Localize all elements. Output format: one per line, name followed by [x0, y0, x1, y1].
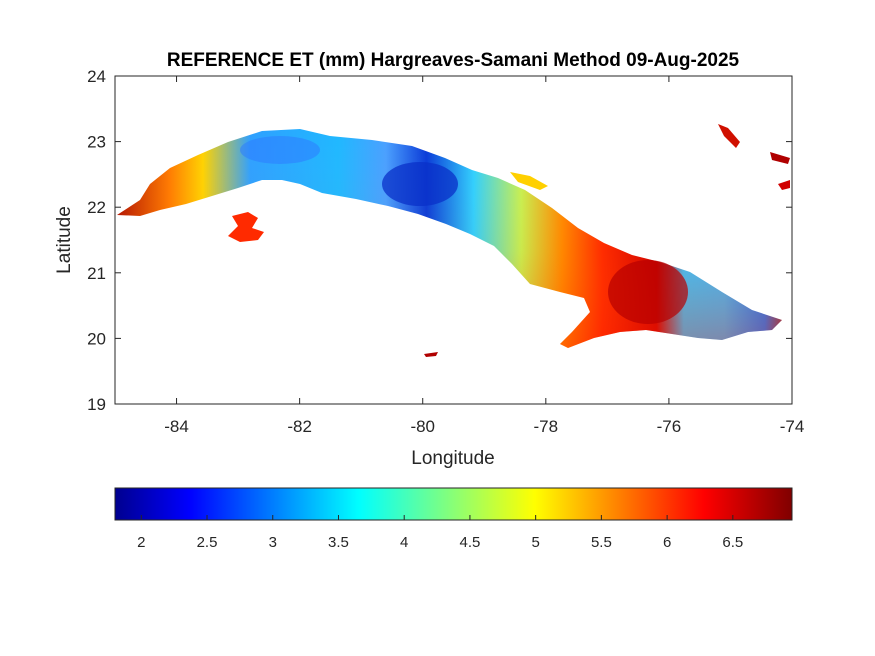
y-tick-label: 23 — [87, 133, 106, 152]
colorbar-tick-label: 6.5 — [722, 534, 743, 551]
south-islet — [424, 352, 438, 357]
colorbar-tick-label: 3 — [269, 534, 277, 551]
north-cays — [510, 172, 548, 190]
colorbar-tick-label: 3.5 — [328, 534, 349, 551]
y-axis-label: Latitude — [54, 206, 75, 274]
colorbar-tick-label: 2.5 — [197, 534, 218, 551]
colorbar-tick-label: 4 — [400, 534, 408, 551]
y-tick-label: 19 — [87, 395, 106, 414]
y-tick-label: 24 — [87, 67, 106, 86]
x-tick-label: -76 — [657, 417, 682, 436]
chart-title: REFERENCE ET (mm) Hargreaves-Samani Meth… — [167, 50, 740, 71]
colorbar-ticks: 2 2.5 3 3.5 4 4.5 5 5.5 6 6.5 — [137, 515, 743, 551]
colorbar-tick-label: 2 — [137, 534, 145, 551]
colorbar-tick-label: 6 — [663, 534, 671, 551]
small-cays-1 — [718, 124, 740, 148]
x-axis-label: Longitude — [411, 448, 494, 469]
map-axes-box — [114, 75, 793, 405]
colorbar-tick-label: 5 — [531, 534, 539, 551]
colorbar-tick-label: 4.5 — [460, 534, 481, 551]
high-et-east — [608, 260, 688, 324]
low-et-core-west — [240, 136, 320, 164]
x-tick-label: -74 — [780, 417, 805, 436]
low-et-core-central — [382, 162, 458, 206]
x-axis: -84 -82 -80 -78 -76 -74 — [164, 76, 804, 436]
x-tick-label: -82 — [287, 417, 312, 436]
x-tick-label: -84 — [164, 417, 189, 436]
colorbar — [114, 487, 793, 521]
y-tick-label: 20 — [87, 329, 106, 348]
y-tick-label: 21 — [87, 264, 106, 283]
small-cays-3 — [778, 180, 790, 190]
small-cays-2 — [770, 152, 790, 164]
cuba-et-field — [117, 124, 790, 357]
isla-de-la-juventud — [228, 212, 264, 242]
y-axis: 19 20 21 22 23 24 — [87, 67, 792, 414]
colorbar-tick-label: 5.5 — [591, 534, 612, 551]
y-tick-label: 22 — [87, 198, 106, 217]
x-tick-label: -80 — [410, 417, 435, 436]
x-tick-label: -78 — [534, 417, 559, 436]
